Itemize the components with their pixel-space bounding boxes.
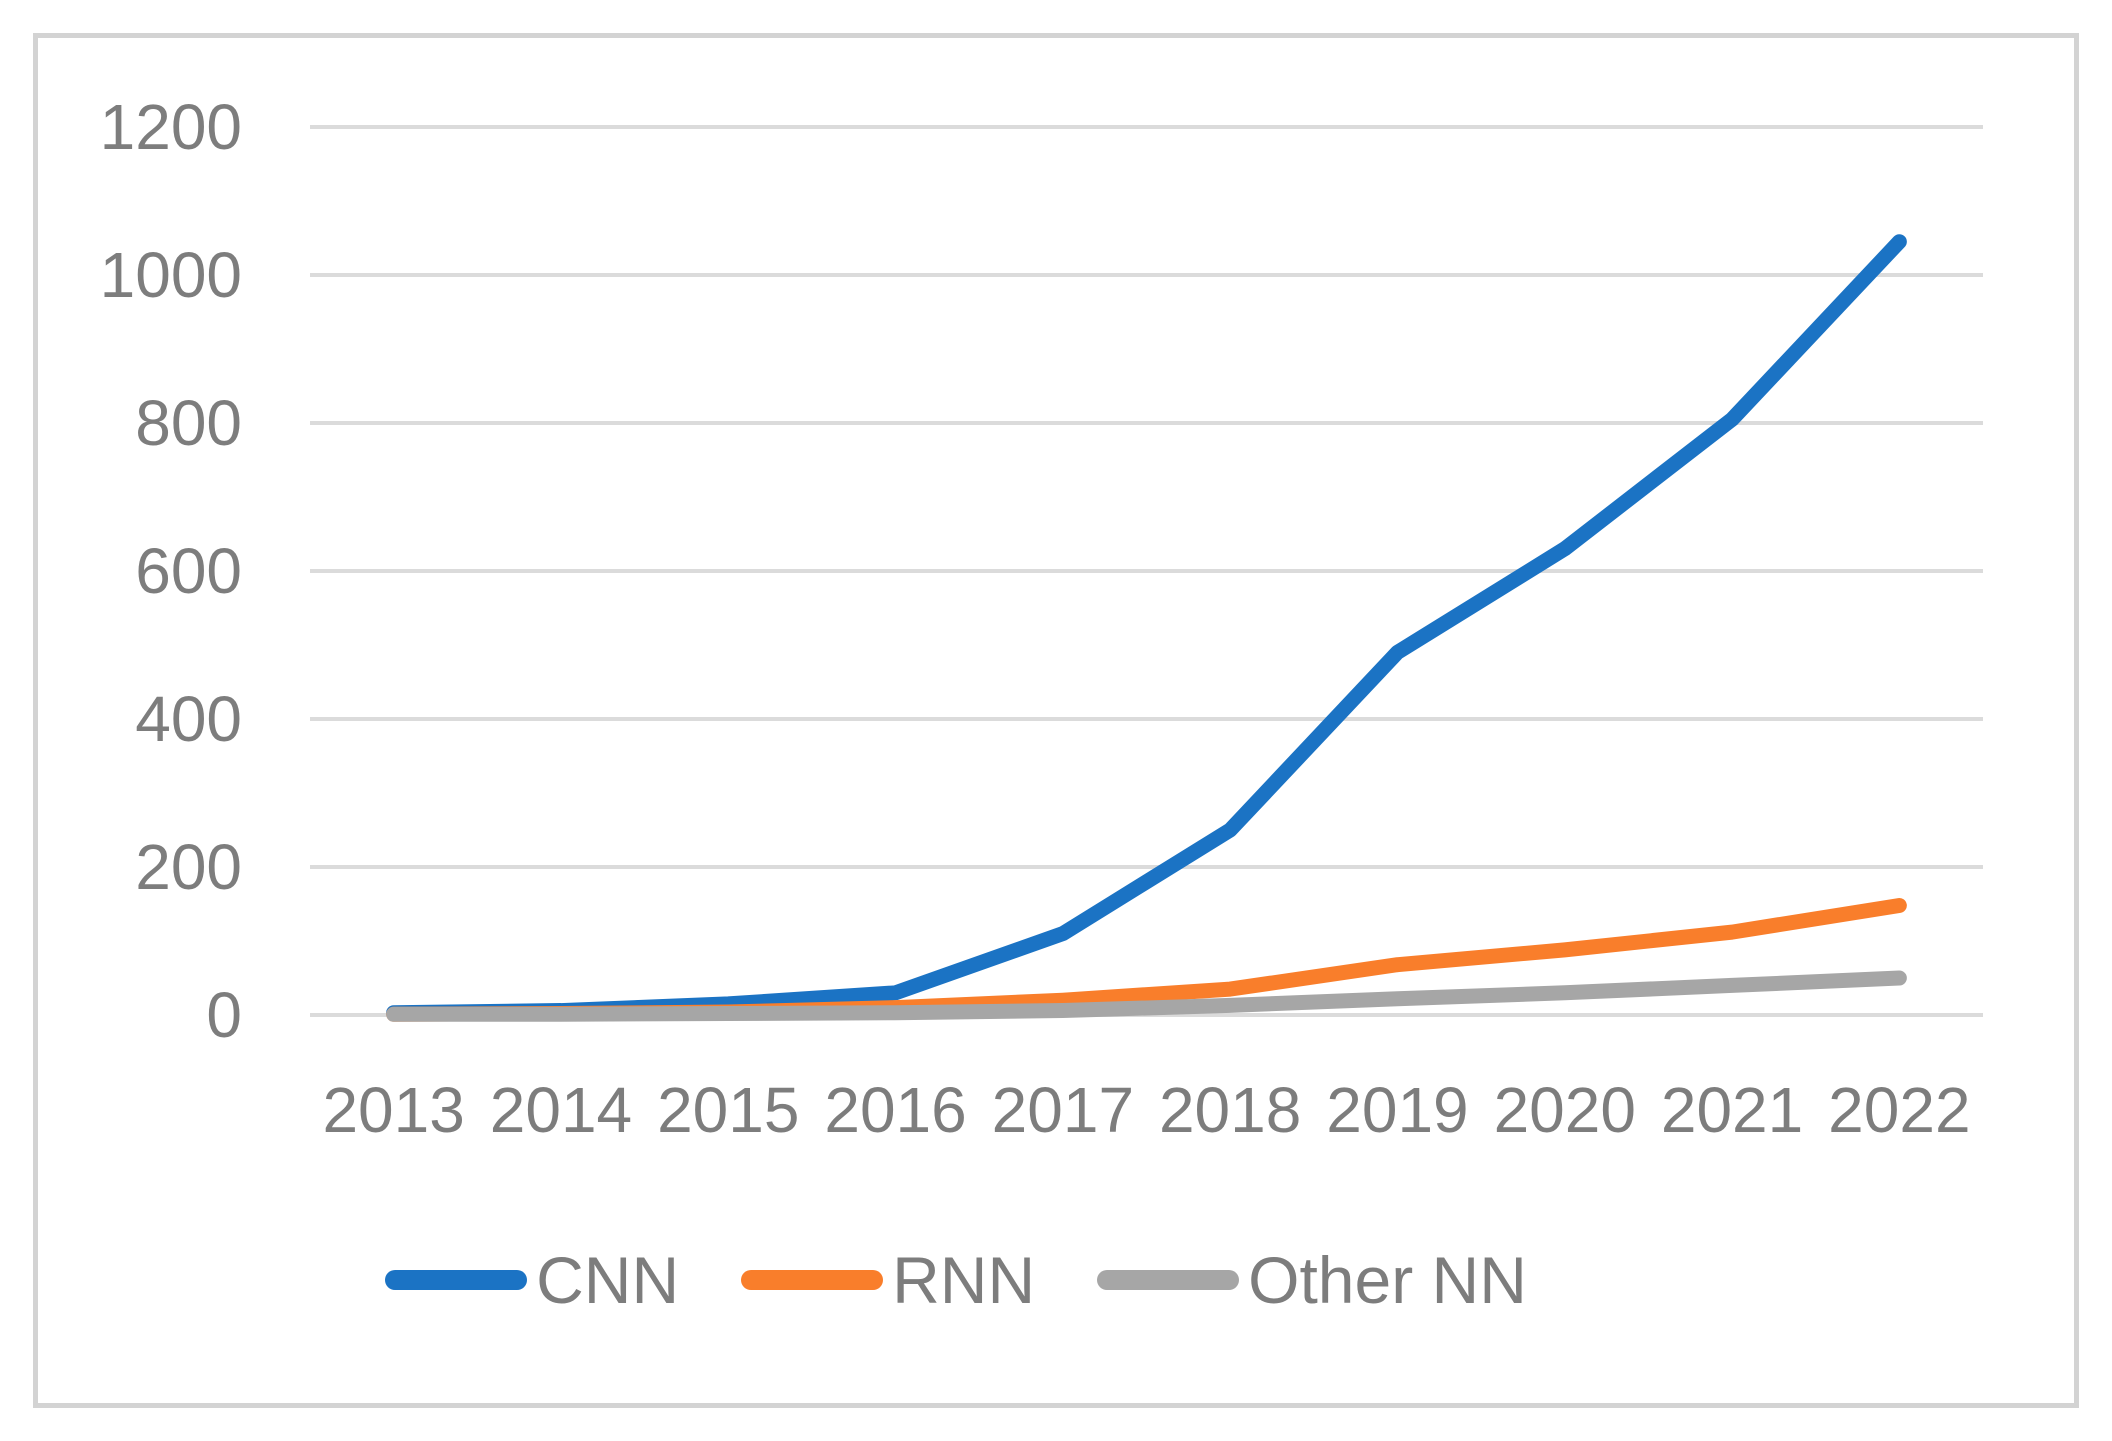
legend-swatch-rnn [741, 1270, 884, 1290]
x-tick-label: 2022 [1828, 1074, 1970, 1146]
legend-label-rnn: RNN [892, 1243, 1036, 1317]
legend-item-cnn: CNN [385, 1247, 679, 1313]
y-tick-label: 600 [135, 535, 242, 607]
y-tick-label: 0 [206, 979, 242, 1051]
x-tick-label: 2014 [490, 1074, 632, 1146]
y-tick-label: 1000 [100, 239, 242, 311]
y-tick-label: 1200 [100, 91, 242, 163]
x-tick-label: 2015 [657, 1074, 799, 1146]
x-tick-label: 2018 [1159, 1074, 1301, 1146]
legend-label-cnn: CNN [536, 1243, 680, 1317]
x-tick-label: 2016 [824, 1074, 966, 1146]
legend-label-other-nn: Other NN [1248, 1243, 1527, 1317]
x-tick-label: 2017 [992, 1074, 1134, 1146]
legend-swatch-other-nn [1097, 1270, 1240, 1290]
legend-swatch-cnn [385, 1270, 528, 1290]
y-tick-label: 800 [135, 387, 242, 459]
series-line-cnn [386, 234, 1907, 1021]
x-tick-label: 2021 [1661, 1074, 1803, 1146]
y-tick-label: 400 [135, 683, 242, 755]
x-tick-label: 2013 [322, 1074, 464, 1146]
x-tick-label: 2019 [1326, 1074, 1468, 1146]
y-tick-label: 200 [135, 831, 242, 903]
series-line-other-nn [386, 970, 1907, 1022]
x-tick-label: 2020 [1494, 1074, 1636, 1146]
legend-item-rnn: RNN [741, 1247, 1035, 1313]
legend-item-other-nn: Other NN [1097, 1247, 1527, 1313]
series-line-rnn [386, 897, 1907, 1022]
legend: CNN RNN Other NN [0, 1234, 2012, 1326]
